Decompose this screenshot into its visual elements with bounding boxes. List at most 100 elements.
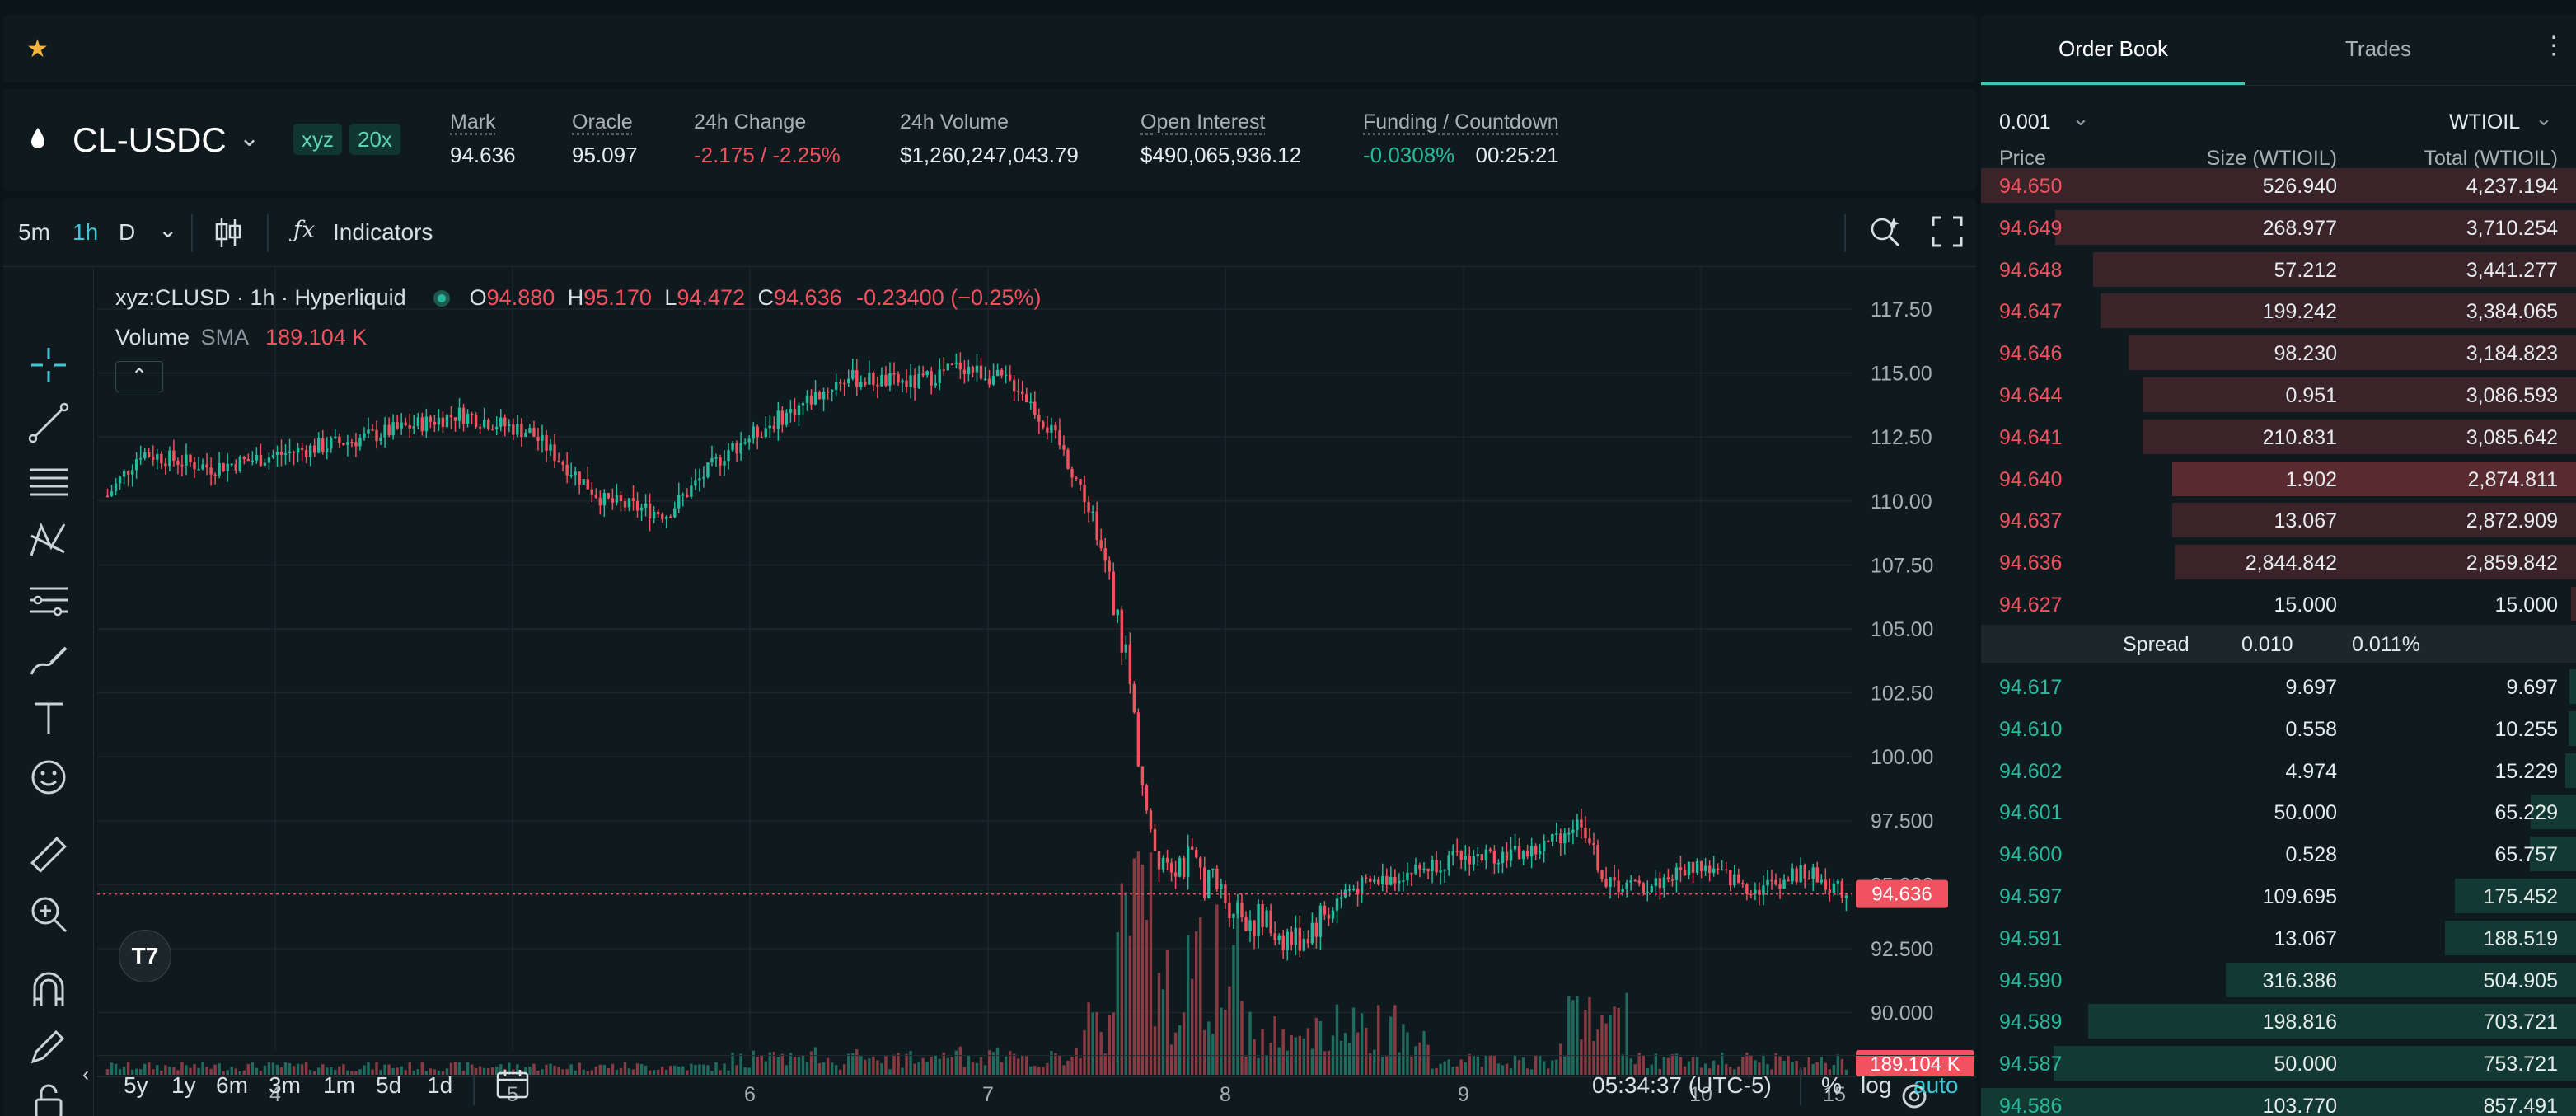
candle-body bbox=[1025, 394, 1028, 403]
collapse-legend-button[interactable]: ⌃ bbox=[115, 361, 163, 392]
auto-scale-toggle[interactable]: auto bbox=[1913, 1072, 1959, 1098]
range-5y[interactable]: 5y bbox=[124, 1072, 148, 1098]
fx-icon[interactable]: ƒx bbox=[293, 216, 316, 243]
candle-body bbox=[942, 369, 945, 371]
indicators-button[interactable]: Indicators bbox=[333, 219, 433, 245]
stat-label[interactable]: Mark bbox=[450, 110, 496, 134]
ask-row[interactable]: 94.644 0.951 3,086.593 bbox=[1981, 376, 2576, 414]
divider bbox=[191, 214, 193, 252]
stat-label[interactable]: Oracle bbox=[572, 110, 633, 134]
ruler-icon[interactable] bbox=[28, 834, 69, 875]
trend-line-icon[interactable] bbox=[28, 402, 69, 443]
bid-row[interactable]: 94.597 109.695 175.452 bbox=[1981, 877, 2576, 915]
chevron-down-icon[interactable]: ⌄ bbox=[158, 217, 178, 242]
bid-row[interactable]: 94.591 13.067 188.519 bbox=[1981, 919, 2576, 957]
bid-row[interactable]: 94.601 50.000 65.229 bbox=[1981, 793, 2576, 831]
candle-body bbox=[400, 422, 403, 429]
bid-row[interactable]: 94.586 103.770 857.491 bbox=[1981, 1086, 2576, 1116]
crosshair-icon[interactable] bbox=[28, 345, 69, 386]
tab-order-book[interactable]: Order Book bbox=[2058, 36, 2168, 61]
unit-select[interactable]: WTIOIL bbox=[2449, 110, 2521, 134]
bid-row[interactable]: 94.600 0.528 65.757 bbox=[1981, 835, 2576, 873]
leverage-badge[interactable]: 20x bbox=[349, 124, 400, 155]
candle-body bbox=[1157, 851, 1161, 870]
tick-size-select[interactable]: 0.001 bbox=[1999, 110, 2051, 134]
volume-bar bbox=[1712, 1060, 1716, 1075]
candle-style-icon[interactable] bbox=[214, 216, 242, 249]
range-1d[interactable]: 1d bbox=[427, 1072, 453, 1098]
calendar-range-icon[interactable] bbox=[496, 1069, 529, 1099]
candle-body bbox=[238, 457, 241, 471]
ask-row[interactable]: 94.650 526.940 4,237.194 bbox=[1981, 166, 2576, 204]
collapse-tools-icon[interactable]: ‹ bbox=[82, 1063, 89, 1086]
chevron-down-icon[interactable]: ⌄ bbox=[2535, 106, 2553, 130]
candle-body bbox=[1712, 868, 1716, 874]
ask-row[interactable]: 94.627 15.000 15.000 bbox=[1981, 585, 2576, 623]
ask-row[interactable]: 94.640 1.902 2,874.811 bbox=[1981, 460, 2576, 498]
stat-label[interactable]: Funding / Countdown bbox=[1363, 110, 1559, 134]
ask-row[interactable]: 94.649 268.977 3,710.254 bbox=[1981, 209, 2576, 246]
interval-5m[interactable]: 5m bbox=[18, 219, 50, 245]
fullscreen-icon[interactable] bbox=[1932, 216, 1963, 247]
price-chart[interactable]: 117.50 115.00 112.50 110.00 107.50 105.00 102.… bbox=[97, 267, 1976, 1116]
log-scale-toggle[interactable]: log bbox=[1861, 1072, 1892, 1098]
candle-body bbox=[1310, 922, 1314, 944]
zoom-in-icon[interactable] bbox=[28, 893, 69, 935]
candle-body bbox=[631, 498, 635, 501]
stat-label[interactable]: Open Interest bbox=[1140, 110, 1266, 134]
brush-icon[interactable] bbox=[28, 638, 69, 679]
emoji-icon[interactable] bbox=[28, 757, 69, 798]
candle-body bbox=[1240, 903, 1244, 917]
candle-body bbox=[1070, 468, 1074, 478]
percent-scale-toggle[interactable]: % bbox=[1821, 1072, 1842, 1098]
ask-row[interactable]: 94.648 57.212 3,441.277 bbox=[1981, 251, 2576, 288]
range-5d[interactable]: 5d bbox=[376, 1072, 402, 1098]
range-6m[interactable]: 6m bbox=[216, 1072, 248, 1098]
ask-row[interactable]: 94.637 13.067 2,872.909 bbox=[1981, 501, 2576, 539]
tab-trades[interactable]: Trades bbox=[2345, 36, 2411, 61]
volume-bar bbox=[1398, 1052, 1401, 1075]
forecast-icon[interactable] bbox=[28, 579, 69, 620]
ask-row[interactable]: 94.636 2,844.842 2,859.842 bbox=[1981, 543, 2576, 581]
more-options-icon[interactable]: ⋮ bbox=[2541, 32, 2566, 59]
pattern-icon[interactable] bbox=[28, 519, 69, 560]
volume-bar bbox=[1236, 900, 1239, 1075]
volume-bar bbox=[664, 1069, 668, 1075]
range-3m[interactable]: 3m bbox=[269, 1072, 301, 1098]
interval-1h[interactable]: 1h bbox=[73, 219, 99, 245]
candle-body bbox=[1501, 851, 1505, 864]
bid-row[interactable]: 94.602 4.974 15.229 bbox=[1981, 752, 2576, 790]
ask-row[interactable]: 94.647 199.242 3,384.065 bbox=[1981, 292, 2576, 330]
bid-row[interactable]: 94.589 198.816 703.721 bbox=[1981, 1002, 2576, 1040]
bid-row[interactable]: 94.617 9.697 9.697 bbox=[1981, 668, 2576, 706]
star-icon[interactable]: ★ bbox=[26, 35, 49, 63]
candle-body bbox=[1182, 857, 1186, 878]
row-total: 504.905 bbox=[2483, 968, 2558, 992]
range-1y[interactable]: 1y bbox=[171, 1072, 196, 1098]
interval-d[interactable]: D bbox=[119, 219, 136, 245]
tradingview-logo-icon[interactable]: T7 bbox=[119, 930, 171, 982]
ask-row[interactable]: 94.646 98.230 3,184.823 bbox=[1981, 334, 2576, 372]
bid-row[interactable]: 94.587 50.000 753.721 bbox=[1981, 1044, 2576, 1082]
magnet-icon[interactable] bbox=[28, 969, 69, 1010]
chevron-down-icon[interactable]: ⌄ bbox=[239, 124, 260, 152]
candle-body bbox=[1087, 502, 1090, 513]
horizontal-lines-icon[interactable] bbox=[28, 462, 69, 503]
volume-bar bbox=[330, 1067, 333, 1075]
chevron-down-icon[interactable]: ⌄ bbox=[2072, 106, 2090, 130]
lock-icon[interactable] bbox=[28, 1081, 69, 1116]
candle-body bbox=[1402, 880, 1405, 882]
divider bbox=[1800, 1067, 1801, 1105]
symbol-name[interactable]: CL-USDC bbox=[73, 120, 227, 159]
text-icon[interactable] bbox=[28, 697, 69, 739]
magnifier-sparkle-icon[interactable] bbox=[1867, 214, 1904, 251]
ask-row[interactable]: 94.641 210.831 3,085.642 bbox=[1981, 418, 2576, 456]
candle-body bbox=[1650, 885, 1654, 893]
bid-row[interactable]: 94.590 316.386 504.905 bbox=[1981, 961, 2576, 999]
bid-row[interactable]: 94.610 0.558 10.255 bbox=[1981, 710, 2576, 748]
range-1m[interactable]: 1m bbox=[323, 1072, 355, 1098]
pencil-lock-icon[interactable] bbox=[28, 1025, 69, 1067]
stat-label: 24h Change bbox=[694, 110, 807, 134]
chart-clock[interactable]: 05:34:37 (UTC-5) bbox=[1592, 1072, 1772, 1098]
y-tick-label: 105.00 bbox=[1871, 618, 1933, 641]
